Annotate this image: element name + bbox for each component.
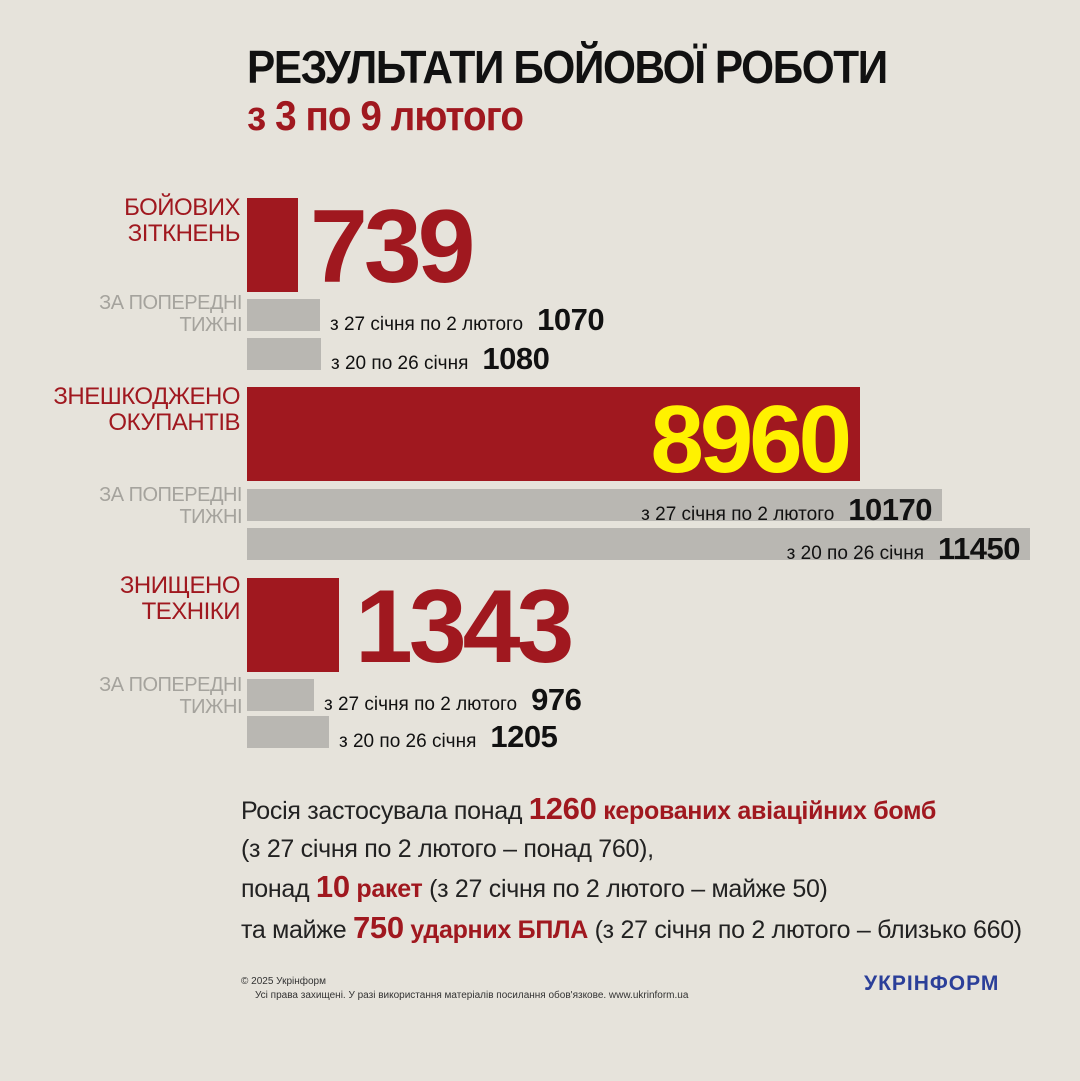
period-label: з 20 по 26 січня bbox=[786, 543, 924, 564]
previous-weeks-label: ЗА ПОПЕРЕДНІ ТИЖНІ bbox=[99, 484, 242, 528]
period-value: 11450 bbox=[938, 531, 1021, 566]
page-subtitle: з 3 по 9 лютого bbox=[247, 92, 524, 139]
bombs-label: керованих авіаційних бомб bbox=[596, 797, 937, 825]
current-week-value: 739 bbox=[310, 189, 476, 305]
copyright-block: © 2025 Укрінформ Усі права захищені. У р… bbox=[241, 975, 688, 1003]
summary-text: Росія застосувала понад 1260 керованих а… bbox=[241, 790, 1022, 949]
current-week-bar bbox=[247, 387, 860, 481]
previous-week-row: з 20 по 26 січня 1205 bbox=[339, 719, 558, 755]
category-label: ЗНЕШКОДЖЕНО ОКУПАНТІВ bbox=[53, 383, 240, 436]
previous-week-row: з 20 по 26 січня 1080 bbox=[331, 341, 550, 377]
current-week-value: 1343 bbox=[355, 569, 574, 685]
previous-week-row: з 27 січня по 2 лютого 976 bbox=[324, 682, 582, 718]
category-label: БОЙОВИХ ЗІТКНЕНЬ bbox=[124, 194, 240, 247]
summary-line-3: понад 10 ракет (з 27 січня по 2 лютого –… bbox=[241, 868, 1022, 909]
drones-label: ударних БПЛА bbox=[403, 915, 589, 944]
missiles-count: 10 bbox=[315, 869, 350, 904]
missiles-label: ракет bbox=[349, 875, 423, 903]
period-label: з 27 січня по 2 лютого bbox=[641, 504, 835, 525]
period-value: 976 bbox=[531, 682, 582, 717]
summary-line-4-post: (з 27 січня по 2 лютого – близько 660) bbox=[588, 915, 1022, 944]
period-label: з 27 січня по 2 лютого bbox=[330, 314, 524, 335]
summary-line-3-text: понад bbox=[241, 875, 316, 903]
previous-week-bar bbox=[247, 489, 942, 521]
ukrinform-logo: УКРІНФОРМ bbox=[864, 972, 1000, 995]
previous-week-row: з 27 січня по 2 лютого 1070 bbox=[330, 302, 605, 338]
current-week-value: 8960 bbox=[650, 386, 852, 493]
page-title: РЕЗУЛЬТАТИ БОЙОВОЇ РОБОТИ bbox=[247, 41, 888, 93]
period-value: 10170 bbox=[848, 492, 932, 527]
period-value: 1070 bbox=[537, 302, 605, 337]
summary-line-4: та майже 750 ударних БПЛА (з 27 січня по… bbox=[241, 909, 1022, 950]
period-label: з 20 по 26 січня bbox=[339, 731, 477, 752]
summary-line-3-post: (з 27 січня по 2 лютого – майже 50) bbox=[422, 875, 828, 903]
previous-weeks-label: ЗА ПОПЕРЕДНІ ТИЖНІ bbox=[99, 292, 242, 336]
current-week-bar bbox=[247, 578, 339, 672]
summary-line-1: Росія застосувала понад 1260 керованих а… bbox=[241, 790, 1022, 831]
period-value: 1205 bbox=[490, 719, 558, 754]
summary-line-2: (з 27 січня по 2 лютого – понад 760), bbox=[241, 834, 654, 863]
rights-text: Усі права захищені. У разі використання … bbox=[255, 990, 689, 1001]
period-label: з 20 по 26 січня bbox=[331, 353, 469, 374]
summary-line-1-text: Росія застосувала понад bbox=[241, 797, 529, 825]
category-label: ЗНИЩЕНО ТЕХНІКИ bbox=[119, 572, 241, 625]
previous-week-bar bbox=[247, 716, 329, 748]
summary-line-4-text: та майже bbox=[241, 915, 353, 944]
previous-week-bar bbox=[247, 679, 314, 711]
previous-week-bar bbox=[247, 528, 1030, 560]
previous-week-row: з 20 по 26 січня 11450 bbox=[786, 531, 1021, 567]
period-value: 1080 bbox=[482, 341, 550, 376]
copyright-text: © 2025 Укрінформ bbox=[241, 976, 326, 987]
current-week-bar bbox=[247, 198, 298, 292]
bombs-count: 1260 bbox=[528, 791, 597, 826]
drones-count: 750 bbox=[352, 909, 404, 945]
previous-week-row: з 27 січня по 2 лютого 10170 bbox=[641, 492, 932, 528]
previous-week-bar bbox=[247, 299, 320, 331]
previous-week-bar bbox=[247, 338, 321, 370]
period-label: з 27 січня по 2 лютого bbox=[324, 694, 518, 715]
previous-weeks-label: ЗА ПОПЕРЕДНІ ТИЖНІ bbox=[99, 674, 242, 718]
